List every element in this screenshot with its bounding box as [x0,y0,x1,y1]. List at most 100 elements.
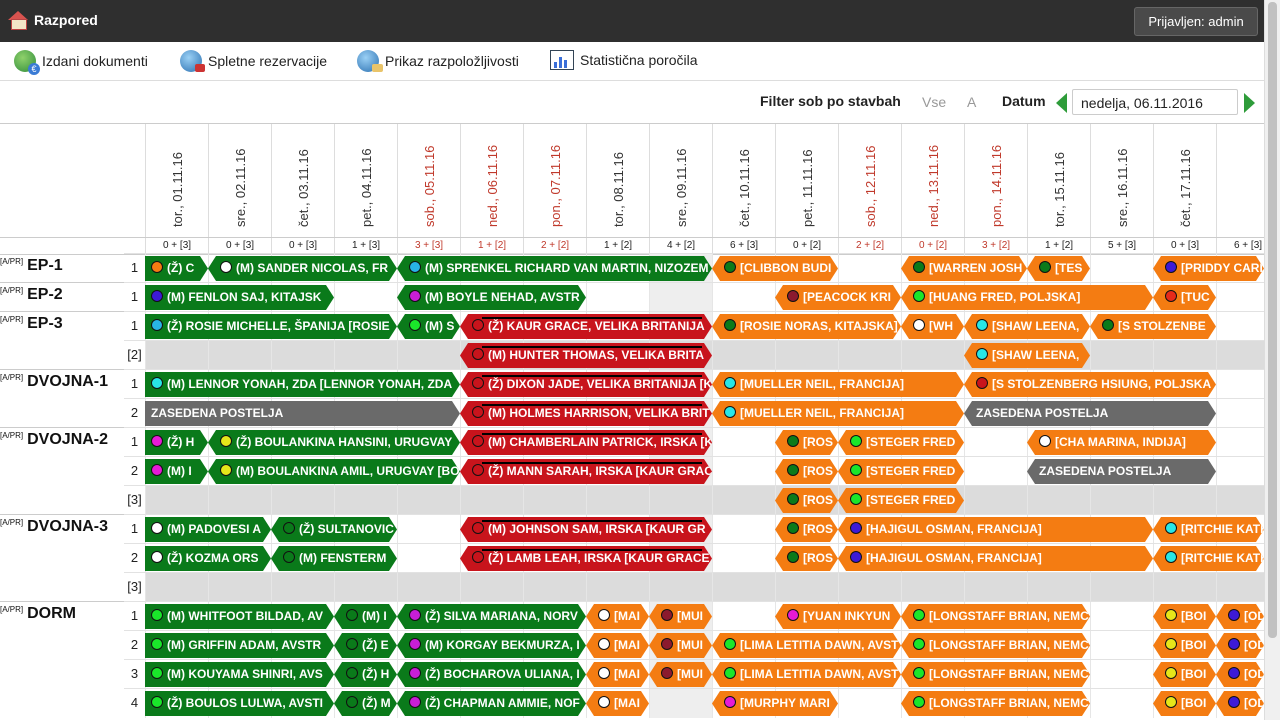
schedule-cell[interactable] [334,341,397,370]
schedule-cell[interactable] [1090,341,1153,370]
reservation-bar[interactable]: [RITCHIE KATH [1153,517,1264,542]
reservation-bar[interactable]: (Ž) E [334,633,397,658]
filter-option-a[interactable]: A [967,94,977,110]
reservation-bar[interactable]: [BOI [1153,662,1216,687]
schedule-cell[interactable] [334,573,397,602]
reservation-bar[interactable]: (M) KOUYAMA SHINRI, AVS [145,662,334,687]
reservation-bar[interactable]: (Ž) KOZMA ORS [145,546,271,571]
nav-web-reservations[interactable]: Spletne rezervacije [180,50,327,72]
schedule-cell[interactable] [712,457,775,486]
schedule-cell[interactable] [1090,573,1153,602]
schedule-cell[interactable] [775,573,838,602]
reservation-bar[interactable]: (Ž) CHAPMAN AMMIE, NOF [397,691,586,716]
reservation-bar[interactable]: (Ž) BOULOS LULWA, AVSTI [145,691,334,716]
schedule-cell[interactable] [1090,660,1153,689]
reservation-bar[interactable]: [ROS [775,546,838,571]
schedule-cell[interactable] [964,573,1027,602]
reservation-bar[interactable]: [LIMA LETITIA DAWN, AVST [712,633,901,658]
schedule-cell[interactable] [1216,457,1279,486]
schedule-cell[interactable] [712,544,775,573]
schedule-cell[interactable] [397,341,460,370]
reservation-bar[interactable]: (M) WHITFOOT BILDAD, AV [145,604,334,629]
schedule-cell[interactable] [460,486,523,515]
reservation-bar[interactable]: [OD [1216,691,1264,716]
reservation-bar[interactable]: ZASEDENA POSTELJA [1027,459,1216,484]
reservation-bar[interactable]: (Ž) BOCHAROVA ULIANA, I [397,662,586,687]
reservation-bar[interactable]: [S STOLZENBERG HSIUNG, POLJSKA [964,372,1216,397]
reservation-bar[interactable]: (M) BOYLE NEHAD, AVSTR [397,285,586,310]
schedule-cell[interactable] [1090,631,1153,660]
reservation-bar[interactable]: [S STOLZENBE [1090,314,1216,339]
schedule-cell[interactable] [271,486,334,515]
schedule-cell[interactable] [1027,573,1090,602]
date-input[interactable]: nedelja, 06.11.2016 [1072,89,1238,115]
reservation-bar[interactable]: (M) LENNOR YONAH, ZDA [LENNOR YONAH, ZDA [145,372,460,397]
reservation-bar[interactable]: [OD [1216,662,1264,687]
schedule-cell[interactable] [712,486,775,515]
scrollbar-thumb[interactable] [1268,2,1277,638]
reservation-bar[interactable]: (Ž) LAMB LEAH, IRSKA [KAUR GRACE [460,546,712,571]
reservation-bar[interactable]: (M) CHAMBERLAIN PATRICK, IRSKA [K [460,430,712,455]
schedule-cell[interactable] [964,486,1027,515]
reservation-bar[interactable]: [MUI [649,633,712,658]
schedule-cell[interactable] [145,341,208,370]
schedule-cell[interactable] [271,573,334,602]
reservation-bar[interactable]: (M) I [334,604,397,629]
schedule-cell[interactable] [208,486,271,515]
schedule-cell[interactable] [1216,312,1279,341]
schedule-cell[interactable] [775,341,838,370]
schedule-cell[interactable] [1090,689,1153,718]
reservation-bar[interactable]: [MAI [586,633,649,658]
reservation-bar[interactable]: (M) HUNTER THOMAS, VELIKA BRITA [460,343,712,368]
reservation-bar[interactable]: (Ž) C [145,256,208,281]
schedule-cell[interactable] [145,486,208,515]
reservation-bar[interactable]: [BOI [1153,691,1216,716]
reservation-bar[interactable]: [PRIDDY CARL [1153,256,1264,281]
reservation-bar[interactable]: (M) KORGAY BEKMURZA, I [397,633,586,658]
schedule-cell[interactable] [397,515,460,544]
reservation-bar[interactable]: (Ž) ROSIE MICHELLE, ŠPANIJA [ROSIE [145,314,397,339]
reservation-bar[interactable]: (M) PADOVESI A [145,517,271,542]
schedule-cell[interactable] [1153,486,1216,515]
reservation-bar[interactable]: [ROS [775,459,838,484]
app-brand[interactable]: Razpored [8,11,98,30]
schedule-cell[interactable] [1153,341,1216,370]
reservation-bar[interactable]: (Ž) SILVA MARIANA, NORV [397,604,586,629]
schedule-cell[interactable] [1090,254,1153,283]
schedule-cell[interactable] [712,515,775,544]
schedule-cell[interactable] [397,486,460,515]
reservation-bar[interactable]: [CLIBBON BUDI [712,256,838,281]
reservation-bar[interactable]: [TUC [1153,285,1216,310]
reservation-bar[interactable]: [LONGSTAFF BRIAN, NEMC [901,604,1090,629]
schedule-cell[interactable] [586,283,649,312]
schedule-cell[interactable] [964,428,1027,457]
schedule-cell[interactable] [334,486,397,515]
nav-statistics[interactable]: Statistična poročila [550,50,698,70]
reservation-bar[interactable]: [SHAW LEENA, [964,314,1090,339]
reservation-bar[interactable]: [OD [1216,604,1264,629]
reservation-bar[interactable]: (Ž) DIXON JADE, VELIKA BRITANIJA [K [460,372,712,397]
schedule-cell[interactable] [712,602,775,631]
reservation-bar[interactable]: [CHA MARINA, INDIJA] [1027,430,1216,455]
reservation-bar[interactable]: [PEACOCK KRI [775,285,901,310]
vertical-scrollbar[interactable] [1264,0,1280,720]
reservation-bar[interactable]: ZASEDENA POSTELJA [964,401,1216,426]
schedule-cell[interactable] [271,341,334,370]
schedule-cell[interactable] [397,573,460,602]
schedule-cell[interactable] [1090,602,1153,631]
reservation-bar[interactable]: (M) GRIFFIN ADAM, AVSTR [145,633,334,658]
reservation-bar[interactable]: [WH [901,314,964,339]
schedule-cell[interactable] [523,486,586,515]
reservation-bar[interactable]: [HAJIGUL OSMAN, FRANCIJA] [838,546,1153,571]
reservation-bar[interactable]: [SHAW LEENA, [964,343,1090,368]
reservation-bar[interactable]: [ROS [775,517,838,542]
schedule-cell[interactable] [712,283,775,312]
reservation-bar[interactable]: [WARREN JOSH [901,256,1027,281]
reservation-bar[interactable]: (Ž) MANN SARAH, IRSKA [KAUR GRAC [460,459,712,484]
reservation-bar[interactable]: [BOI [1153,633,1216,658]
reservation-bar[interactable]: ZASEDENA POSTELJA [145,401,460,426]
schedule-cell[interactable] [649,486,712,515]
schedule-cell[interactable] [838,341,901,370]
schedule-cell[interactable] [901,573,964,602]
schedule-cell[interactable] [712,428,775,457]
